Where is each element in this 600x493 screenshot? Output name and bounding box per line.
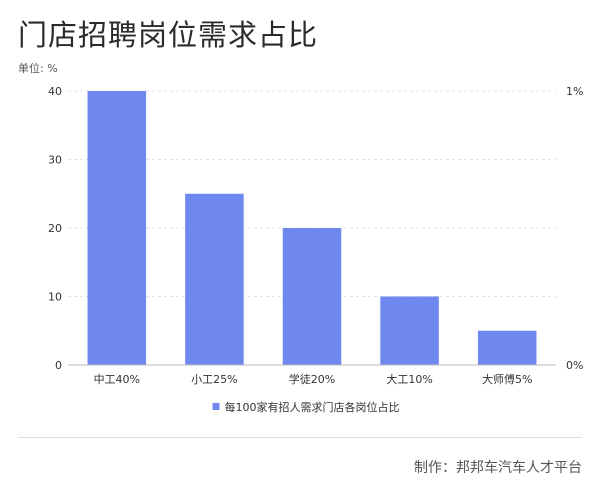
unit-label: 单位: % [18, 62, 58, 75]
chart-title: 门店招聘岗位需求占比 [18, 18, 319, 52]
bar [87, 91, 147, 365]
y-axis-left: 0 10 20 30 40 [48, 85, 62, 372]
x-tick-label: 中工40% [94, 373, 140, 386]
legend-swatch [212, 403, 220, 410]
y2-tick-label: 0% [566, 359, 583, 372]
bar [477, 330, 537, 365]
bars [87, 91, 537, 365]
x-tick-label: 学徒20% [289, 372, 335, 386]
y2-tick-label: 1% [566, 85, 583, 98]
footer-credit: 制作：邦邦车汽车人才平台 [414, 460, 582, 476]
y-tick-label: 20 [48, 222, 62, 235]
y-tick-label: 30 [48, 154, 62, 167]
y-tick-label: 10 [48, 291, 62, 304]
bar [282, 228, 342, 365]
x-axis: 中工40% 小工25% 学徒20% 大工10% 大师傅5% [68, 364, 556, 386]
y-axis-right: 0% 1% [566, 85, 583, 372]
x-tick-label: 小工25% [191, 373, 237, 386]
footer-divider [18, 437, 582, 438]
bar [380, 296, 439, 365]
legend-label: 每100家有招人需求门店各岗位占比 [225, 400, 400, 414]
bar-chart: 0 10 20 30 40 0% 1% 中工40% 小工25% 学徒20% 大工10% 大师傅5%… [48, 85, 583, 414]
x-tick-label: 大师傅5% [482, 372, 532, 386]
bar [185, 193, 244, 365]
x-tick-label: 大工10% [386, 372, 432, 386]
y-tick-label: 40 [48, 85, 62, 98]
y-tick-label: 0 [55, 359, 62, 372]
legend: 每100家有招人需求门店各岗位占比 [212, 400, 400, 414]
